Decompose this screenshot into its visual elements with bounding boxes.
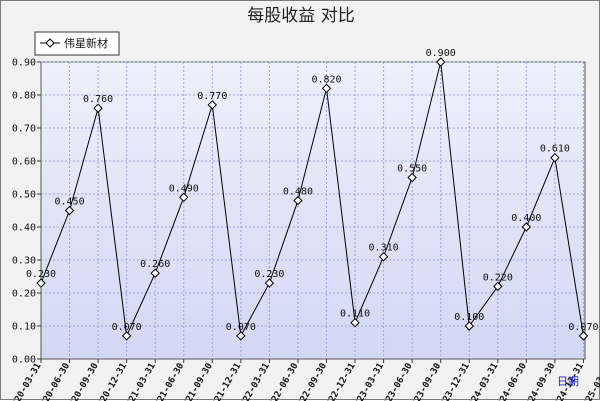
data-label: 0.400: [511, 213, 541, 224]
data-label: 0.260: [140, 259, 170, 270]
data-label: 0.110: [340, 309, 370, 320]
data-label: 0.480: [283, 187, 313, 198]
y-tick-label: 0.60: [12, 157, 36, 168]
y-tick-label: 0.90: [12, 58, 36, 69]
y-tick-label: 0.70: [12, 124, 36, 135]
data-label: 0.230: [254, 269, 284, 280]
y-tick-label: 0.30: [12, 256, 36, 267]
x-tick-label: 2020-03-31: [8, 362, 44, 401]
data-label: 0.450: [54, 197, 84, 208]
x-axis: 2020-03-312020-06-302020-09-302020-12-31…: [8, 359, 600, 401]
y-tick-label: 0.40: [12, 223, 36, 234]
data-label: 0.820: [311, 74, 341, 85]
legend-label: 伟星新材: [64, 36, 108, 50]
data-label: 0.070: [226, 322, 256, 333]
data-label: 0.230: [26, 269, 56, 280]
data-label: 0.550: [397, 164, 427, 175]
data-label: 0.490: [169, 183, 199, 194]
data-label: 0.610: [540, 144, 570, 155]
plot-area: [41, 62, 585, 359]
y-tick-label: 0.00: [12, 355, 36, 366]
data-label: 0.070: [568, 322, 598, 333]
chart-title: 每股收益 对比: [247, 6, 354, 26]
y-tick-label: 0.20: [12, 289, 36, 300]
data-label: 0.900: [426, 48, 456, 59]
data-label: 0.760: [83, 94, 113, 105]
data-label: 0.770: [197, 91, 227, 102]
data-label: 0.220: [483, 272, 513, 283]
y-axis: 0.00 0.10 0.20 0.30 0.40 0.50 0.60 0.70 0.80 0.90: [12, 58, 41, 366]
y-tick-label: 0.80: [12, 91, 36, 102]
legend: 伟星新材: [35, 32, 119, 55]
data-label: 0.310: [369, 243, 399, 254]
y-tick-label: 0.10: [12, 322, 36, 333]
data-label: 0.070: [112, 322, 142, 333]
data-label: 0.100: [454, 312, 484, 323]
x-axis-corner-label: 日期: [557, 375, 579, 388]
y-tick-label: 0.50: [12, 190, 36, 201]
